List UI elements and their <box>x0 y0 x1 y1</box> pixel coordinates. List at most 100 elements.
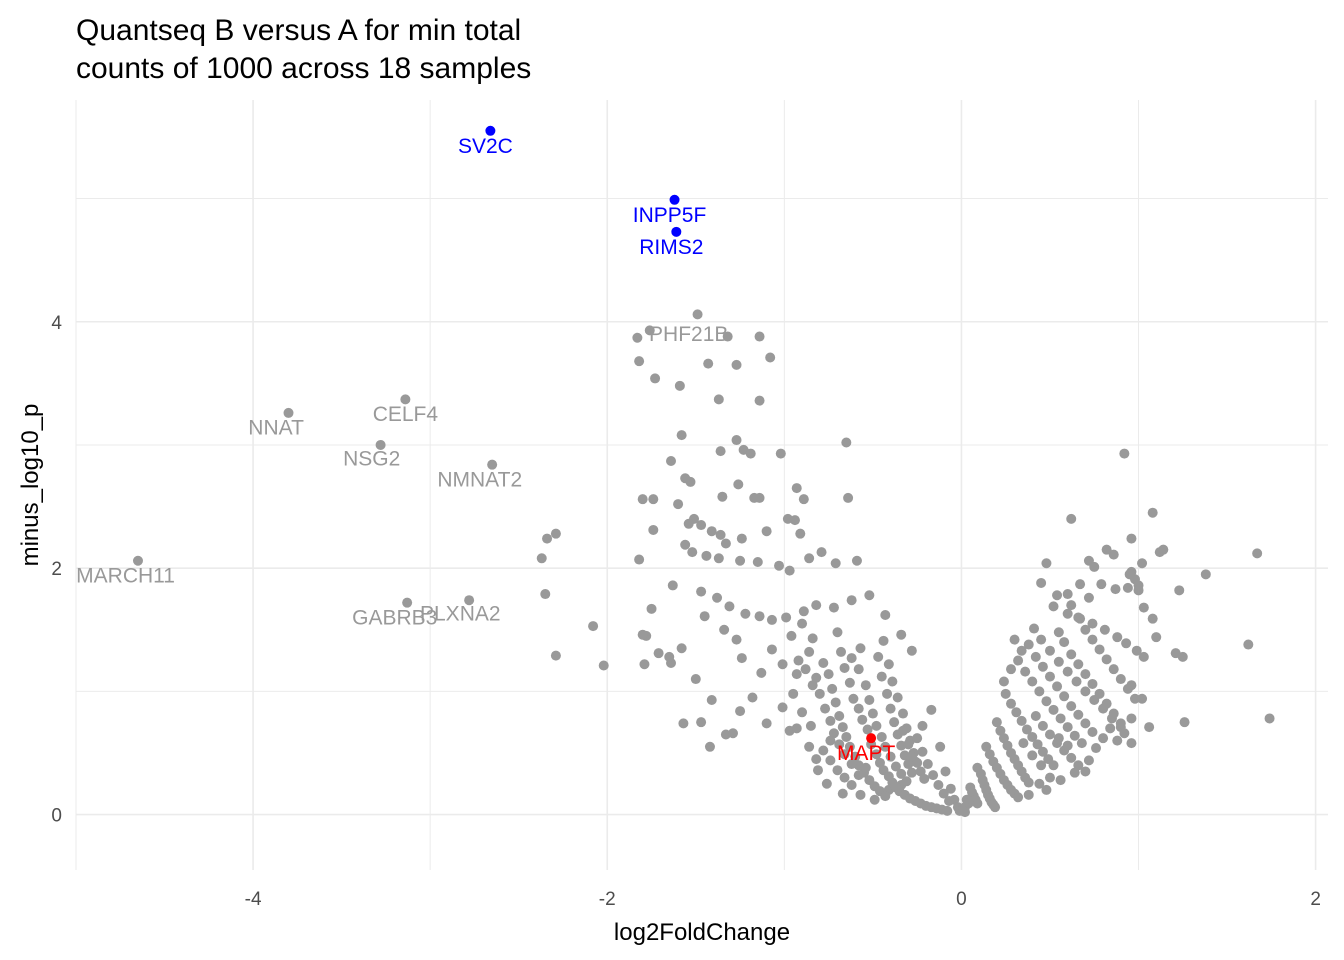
data-point <box>991 717 1002 728</box>
data-point <box>724 601 735 612</box>
data-point-labeled <box>464 595 475 606</box>
data-point <box>816 547 827 558</box>
data-point <box>1087 618 1098 629</box>
data-point <box>1044 645 1055 656</box>
data-point <box>731 435 742 446</box>
data-point <box>1018 738 1029 749</box>
data-point <box>797 707 808 718</box>
data-point <box>791 483 802 494</box>
data-point-labeled <box>487 459 498 470</box>
data-point <box>588 621 599 632</box>
data-point <box>1044 729 1055 740</box>
data-point <box>774 560 785 571</box>
data-point <box>846 779 857 790</box>
data-point <box>972 798 983 809</box>
data-point <box>720 538 731 549</box>
data-point <box>1080 718 1091 729</box>
data-point <box>1062 666 1073 677</box>
data-point <box>855 789 866 800</box>
data-point <box>1073 612 1084 623</box>
data-point <box>1053 656 1064 667</box>
highlighted-point-label: SV2C <box>458 135 513 158</box>
data-point <box>648 494 659 505</box>
data-point <box>897 708 908 719</box>
data-point <box>818 745 829 756</box>
chart-title-line-2: counts of 1000 across 18 samples <box>76 52 532 85</box>
x-tick-label: -2 <box>599 889 616 910</box>
data-point <box>885 751 896 762</box>
data-point-labeled <box>283 407 294 418</box>
data-point <box>788 688 799 699</box>
data-point <box>540 589 551 600</box>
data-point <box>666 455 677 466</box>
data-point <box>667 580 678 591</box>
highlighted-point-label: RIMS2 <box>639 236 703 259</box>
data-point <box>1144 722 1155 733</box>
data-point <box>942 805 953 816</box>
data-point <box>896 768 907 779</box>
data-point <box>862 724 873 735</box>
data-point <box>1044 772 1055 783</box>
data-point <box>1252 548 1263 559</box>
data-point <box>811 754 822 765</box>
data-point <box>839 772 850 783</box>
data-point <box>1087 727 1098 738</box>
data-point <box>906 751 917 762</box>
data-point <box>912 733 923 744</box>
data-point <box>1023 789 1034 800</box>
data-point <box>715 446 726 457</box>
data-point <box>1080 766 1091 777</box>
data-point <box>795 528 806 539</box>
data-point <box>1087 678 1098 689</box>
data-point <box>846 653 857 664</box>
data-point <box>542 533 553 544</box>
data-point <box>1066 600 1077 611</box>
data-point <box>1177 651 1188 662</box>
highlighted-point <box>485 125 496 136</box>
point-label: CELF4 <box>373 403 439 426</box>
data-point <box>944 796 955 807</box>
data-point <box>839 662 850 673</box>
data-point <box>761 718 772 729</box>
data-point <box>1062 589 1073 600</box>
data-point <box>754 492 765 503</box>
data-point <box>1034 778 1045 789</box>
data-point <box>1036 577 1047 588</box>
data-point <box>804 553 815 564</box>
data-point <box>683 518 694 529</box>
data-point <box>731 634 742 645</box>
data-point <box>834 739 845 750</box>
data-point <box>928 770 939 781</box>
point-label: NSG2 <box>343 448 400 471</box>
data-point <box>1006 698 1017 709</box>
data-point <box>1133 585 1144 596</box>
data-points <box>132 309 1275 818</box>
data-point <box>1006 664 1017 675</box>
data-point <box>715 529 726 540</box>
data-point <box>653 648 664 659</box>
data-point <box>712 592 723 603</box>
data-point <box>1037 720 1048 731</box>
data-point <box>1069 730 1080 741</box>
data-point <box>832 627 843 638</box>
data-point <box>1059 637 1070 648</box>
x-axis-title: log2FoldChange <box>614 919 790 946</box>
data-point <box>820 703 831 714</box>
data-point <box>752 557 763 567</box>
data-point <box>777 702 788 713</box>
data-point-labeled <box>400 394 411 405</box>
data-point <box>832 765 843 776</box>
data-point <box>1062 722 1073 733</box>
data-point <box>885 703 896 714</box>
data-point <box>851 555 862 566</box>
data-point <box>807 633 818 644</box>
data-point <box>1119 448 1130 459</box>
data-point <box>1137 693 1148 704</box>
data-point <box>791 723 802 734</box>
data-point <box>690 674 701 685</box>
data-point <box>1264 713 1275 724</box>
data-point <box>1101 654 1112 665</box>
data-point <box>1013 792 1024 803</box>
data-point <box>756 667 767 678</box>
